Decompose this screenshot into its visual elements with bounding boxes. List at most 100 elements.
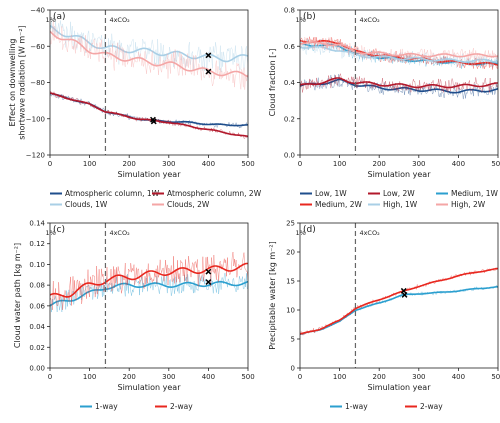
x-tick-label: 300 <box>412 160 425 168</box>
x-tick-label: 100 <box>83 373 96 381</box>
y-tick-label: 0 <box>291 365 295 373</box>
y-tick-label: 0.02 <box>29 344 45 352</box>
y-tick-label: 0.08 <box>29 282 45 290</box>
legend-label: Medium, 2W <box>315 200 363 209</box>
series-annual-line <box>50 20 248 72</box>
plot-frame <box>49 9 249 156</box>
data-marker <box>400 287 407 294</box>
x-tick-label: 200 <box>373 373 386 381</box>
series-line <box>300 39 498 66</box>
y-tick-label: −120 <box>26 152 45 160</box>
series-line <box>50 262 248 298</box>
y-axis-label-line: Effect on downwelling <box>8 39 17 127</box>
x-axis-label: Simulation year <box>367 383 431 392</box>
annotation-4xco2: 4xCO₂ <box>109 229 130 237</box>
plot-frame <box>49 222 249 369</box>
annotation-1pct: 1% <box>45 229 55 237</box>
legend-label: Low, 1W <box>315 189 347 198</box>
chart-panel-3: 0 100 200 300 400 500 0.00 0.02 0.04 0.06 0.08 0.10… <box>13 220 255 412</box>
data-marker <box>150 118 157 125</box>
series-line <box>50 24 248 63</box>
panel-tag: (a) <box>53 12 66 22</box>
annotation-1pct: 1% <box>295 16 305 24</box>
data-marker <box>205 279 212 285</box>
y-tick-label: 0.0 <box>284 152 295 160</box>
x-axis-label: Simulation year <box>367 170 431 179</box>
plot-area <box>50 20 248 139</box>
x-axis-label: Simulation year <box>117 170 181 179</box>
y-tick-label: 0.6 <box>284 43 296 51</box>
legend-label: Clouds, 2W <box>167 200 210 209</box>
y-tick-label: 0.14 <box>29 220 45 228</box>
series-annual-line <box>50 21 248 90</box>
y-axis-label: Effect on downwellingshortwave radiation… <box>8 25 26 139</box>
series-line <box>300 45 498 63</box>
y-axis-label: Cloud water path [kg m⁻²] <box>13 243 22 348</box>
x-tick-label: 500 <box>491 373 500 381</box>
legend-label: Low, 2W <box>383 189 415 198</box>
y-tick-label: 0.8 <box>284 7 295 15</box>
series-line <box>50 30 248 78</box>
y-tick-label: 0.10 <box>29 261 45 269</box>
x-tick-label: 300 <box>162 373 175 381</box>
x-tick-label: 0 <box>48 373 52 381</box>
legend-label: Medium, 1W <box>451 189 499 198</box>
x-tick-label: 100 <box>333 160 346 168</box>
y-tick-label: 20 <box>286 249 295 257</box>
series-annual-line <box>50 251 248 310</box>
y-tick-label: −60 <box>30 43 45 51</box>
chart-panel-4: 0 100 200 300 400 500 0 5 10 15 20 25 Simulation yea… <box>268 220 500 412</box>
legend-label: 2-way <box>170 402 193 411</box>
y-tick-label: 0.12 <box>29 240 45 248</box>
series-line <box>300 267 498 335</box>
x-tick-label: 400 <box>452 373 465 381</box>
y-tick-label: 0.04 <box>29 323 45 331</box>
data-marker <box>205 268 212 275</box>
legend-label: Clouds, 1W <box>65 200 108 209</box>
x-tick-label: 200 <box>373 160 386 168</box>
annotation-4xco2: 4xCO₂ <box>359 229 380 237</box>
y-axis-label-line: shortwave radiation [W m⁻²] <box>17 25 26 139</box>
annotation-1pct: 1% <box>295 229 305 237</box>
x-tick-label: 500 <box>241 373 254 381</box>
annotation-1pct: 1% <box>45 16 55 24</box>
series-line <box>50 280 248 307</box>
y-tick-label: 0.2 <box>284 115 295 123</box>
y-axis-label: Cloud fraction [-] <box>268 49 277 117</box>
y-tick-label: −40 <box>30 7 45 15</box>
data-marker <box>401 291 408 298</box>
y-tick-label: −80 <box>30 79 45 87</box>
panel-tag: (c) <box>53 225 65 235</box>
panel-tag: (d) <box>303 225 316 235</box>
x-tick-label: 100 <box>83 160 96 168</box>
plot-area <box>50 251 248 313</box>
series-annual-line <box>50 92 248 129</box>
series-annual-line <box>300 74 498 100</box>
plot-area <box>300 267 498 336</box>
x-tick-label: 0 <box>48 160 52 168</box>
legend-label: 1-way <box>345 402 368 411</box>
legend-label: High, 1W <box>383 200 418 209</box>
series-line <box>300 41 498 58</box>
y-tick-label: 15 <box>286 278 295 286</box>
plot-frame <box>299 222 499 369</box>
series-line <box>50 92 248 138</box>
x-axis-label: Simulation year <box>117 383 181 392</box>
series-line <box>300 285 498 336</box>
x-tick-label: 0 <box>298 160 302 168</box>
data-marker <box>205 68 212 75</box>
series-line <box>300 77 498 89</box>
annotation-4xco2: 4xCO₂ <box>359 16 380 24</box>
y-tick-label: 10 <box>286 307 295 315</box>
legend-label: Atmospheric column, 2W <box>167 189 262 198</box>
legend-label: 2-way <box>420 402 443 411</box>
data-marker <box>205 52 212 59</box>
legend-label: Atmospheric column, 1W <box>65 189 160 198</box>
x-tick-label: 400 <box>452 160 465 168</box>
y-tick-label: 25 <box>286 220 295 228</box>
y-tick-label: −100 <box>26 115 45 123</box>
annotation-4xco2: 4xCO₂ <box>109 16 130 24</box>
y-tick-label: 5 <box>291 336 295 344</box>
x-tick-label: 0 <box>298 373 302 381</box>
x-tick-label: 400 <box>202 160 215 168</box>
